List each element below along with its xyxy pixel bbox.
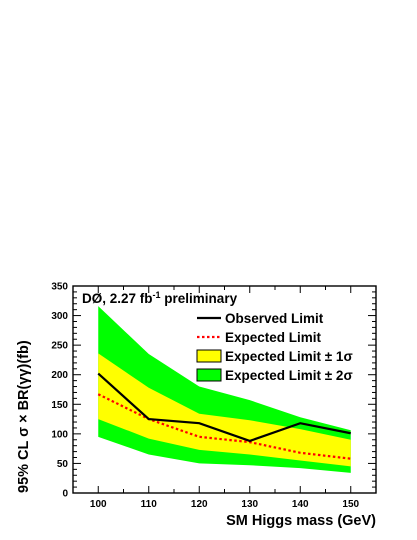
y-tick-label: 350 [51, 282, 68, 293]
x-tick-label: 140 [292, 499, 309, 510]
y-tick-label: 100 [51, 429, 68, 440]
y-tick-label: 200 [51, 370, 68, 381]
x-tick-label: 150 [342, 499, 359, 510]
y-tick-label: 50 [57, 459, 69, 470]
y-tick-label: 0 [62, 489, 68, 500]
band-layer [98, 306, 351, 473]
y-axis-title: 95% CL σ × BR(γγ)(fb) [16, 340, 32, 493]
legend-label: Observed Limit [225, 311, 324, 326]
legend-swatch [196, 368, 222, 382]
series-layer [97, 372, 351, 460]
legend-label: Expected Limit ± 1σ [225, 349, 353, 364]
x-tick-label: 120 [191, 499, 208, 510]
x-tick-label: 100 [90, 499, 107, 510]
y-tick-label: 250 [51, 341, 68, 352]
legend: Observed Limit Expected Limit Expected Lim… [196, 311, 353, 383]
band-1sigma [98, 353, 351, 467]
series-expected-limit [97, 393, 351, 460]
plot-title: DØ, 2.27 fb-1 preliminary [82, 290, 238, 306]
y-axis-ticks: 0 50 100 150 200 250 300 350 [51, 282, 376, 500]
y-tick-label: 300 [51, 311, 68, 322]
legend-label: Expected Limit [225, 330, 322, 345]
x-tick-label: 110 [141, 499, 158, 510]
x-tick-label: 130 [241, 499, 258, 510]
y-tick-label: 150 [51, 400, 68, 411]
series-observed-limit [97, 372, 351, 443]
legend-swatch [196, 349, 222, 363]
x-axis-ticks: 100 110 120 130 140 150 [90, 286, 360, 510]
x-axis-title: SM Higgs mass (GeV) [226, 513, 376, 529]
legend-label: Expected Limit ± 2σ [225, 368, 353, 383]
